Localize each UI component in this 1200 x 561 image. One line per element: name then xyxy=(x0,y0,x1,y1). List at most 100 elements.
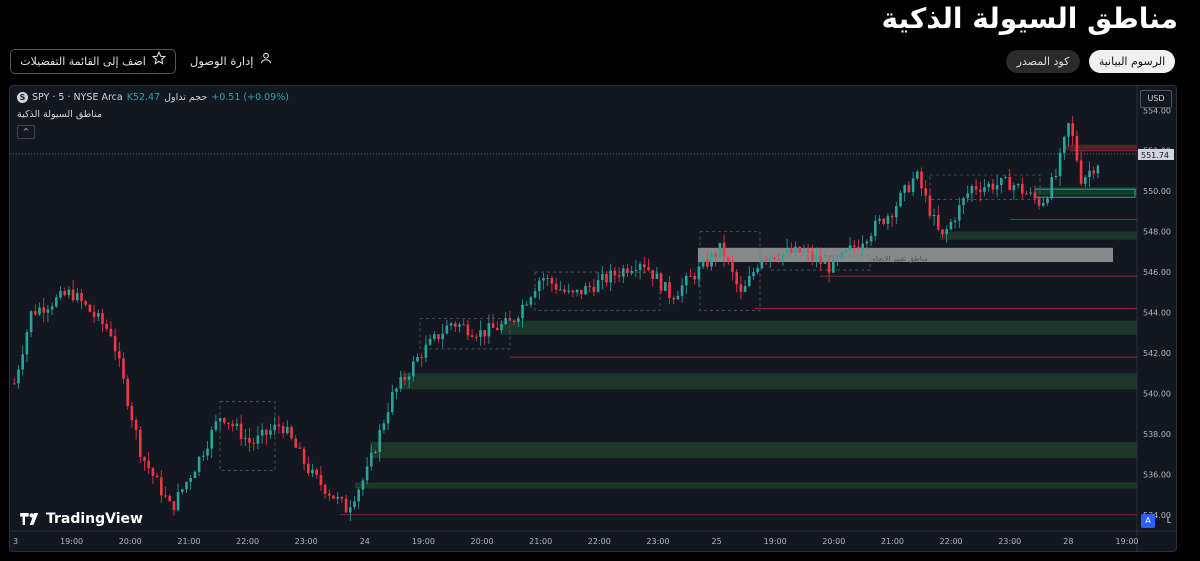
add-to-favorites-button[interactable]: اضف إلى القائمة التفضيلات xyxy=(10,49,176,74)
candle-body-154 xyxy=(659,273,663,291)
candle-body-122 xyxy=(525,304,528,306)
candle-body-183 xyxy=(781,253,785,260)
candle-body-166 xyxy=(710,253,713,267)
candle-body-214 xyxy=(911,178,915,192)
candle-body-177 xyxy=(756,268,759,273)
candle-body-171 xyxy=(731,261,734,273)
tab-source-code[interactable]: كود المصدر xyxy=(1006,50,1080,73)
candle-body-85 xyxy=(370,452,373,467)
candle-body-73 xyxy=(319,474,323,485)
candle-body-245 xyxy=(1042,202,1045,206)
candle-body-237 xyxy=(1008,176,1011,191)
candle-body-158 xyxy=(676,295,680,300)
candle-body-89 xyxy=(386,412,390,424)
candle-body-199 xyxy=(848,245,852,251)
candle-body-37 xyxy=(168,495,171,502)
candle-body-178 xyxy=(760,259,764,269)
candle-body-22 xyxy=(105,323,108,329)
tab-charts[interactable]: الرسوم البيانية xyxy=(1089,50,1175,73)
candle-body-163 xyxy=(697,266,701,280)
candle-body-243 xyxy=(1033,192,1037,199)
supply-zone xyxy=(1065,144,1137,150)
candle-body-137 xyxy=(588,285,591,288)
candle-body-121 xyxy=(521,304,524,319)
candle-body-88 xyxy=(382,423,386,430)
candle-body-99 xyxy=(428,338,432,345)
time-tick-12: 25 xyxy=(711,537,721,546)
candle-body-195 xyxy=(832,259,835,273)
candle-body-24 xyxy=(113,336,117,352)
candle-body-59 xyxy=(260,429,264,436)
candle-body-149 xyxy=(638,264,642,270)
candle-body-9 xyxy=(50,306,54,310)
candle-body-5 xyxy=(34,311,37,315)
time-tick-18: 28 xyxy=(1063,537,1073,546)
candle-body-3 xyxy=(25,332,29,355)
liquidity-zone-6 xyxy=(355,482,1137,489)
page-title: مناطق السيولة الذكية xyxy=(881,2,1178,35)
candle-body-190 xyxy=(811,251,814,260)
candle-body-186 xyxy=(794,246,797,253)
candle-body-36 xyxy=(164,495,167,497)
candle-body-48 xyxy=(214,421,218,430)
candle-body-93 xyxy=(403,377,407,380)
candle-body-97 xyxy=(420,357,423,359)
candle-body-242 xyxy=(1029,192,1032,194)
candle-body-203 xyxy=(865,241,869,244)
auto-scale-button[interactable]: A xyxy=(1141,514,1155,528)
structure-box-1 xyxy=(419,318,511,350)
candle-body-175 xyxy=(748,276,751,287)
candle-body-132 xyxy=(567,290,570,292)
candle-body-116 xyxy=(500,324,503,331)
candle-body-201 xyxy=(857,246,860,249)
candle-body-19 xyxy=(92,311,96,317)
access-management-button[interactable]: إدارة الوصول xyxy=(190,50,273,73)
candle-body-151 xyxy=(647,267,650,271)
candle-body-65 xyxy=(286,426,289,434)
log-scale-button[interactable]: L xyxy=(1166,516,1172,525)
candle-body-100 xyxy=(433,334,436,339)
candle-body-82 xyxy=(357,489,360,502)
candle-body-84 xyxy=(365,466,369,481)
candle-body-176 xyxy=(752,272,755,277)
candle-body-142 xyxy=(609,270,612,283)
candle-body-1 xyxy=(17,369,20,384)
symbol-badge: S xyxy=(17,92,28,103)
candle-body-206 xyxy=(878,218,881,221)
candle-body-222 xyxy=(945,229,948,235)
liquidity-zone-1 xyxy=(500,320,1137,329)
candle-body-180 xyxy=(769,257,772,261)
candle-body-172 xyxy=(735,272,738,285)
candle-body-41 xyxy=(185,481,188,490)
candle-body-144 xyxy=(617,275,621,277)
candle-body-81 xyxy=(353,501,356,508)
candle-body-239 xyxy=(1016,184,1020,186)
indicator-name[interactable]: مناطق السيولة الذكية xyxy=(17,109,103,120)
candle-body-150 xyxy=(643,264,646,268)
candle-body-104 xyxy=(449,323,453,326)
candle-body-229 xyxy=(974,186,978,190)
candle-body-146 xyxy=(626,268,629,274)
candle-body-230 xyxy=(979,189,982,192)
currency-label[interactable]: USD xyxy=(1140,90,1172,108)
symbol-label[interactable]: SPY · 5 · NYSE Arca xyxy=(32,92,123,103)
candle-body-113 xyxy=(487,323,491,337)
brand-label: TradingView xyxy=(46,511,143,527)
candle-body-125 xyxy=(538,280,541,292)
price-chart[interactable]: 554.00552.00550.00548.00546.00544.00542.… xyxy=(10,86,1176,551)
tradingview-logo[interactable]: TradingView xyxy=(20,511,143,527)
collapse-legend-button[interactable]: ^ xyxy=(17,125,35,139)
candle-body-182 xyxy=(777,259,780,261)
candle-body-136 xyxy=(584,285,587,295)
candle-body-26 xyxy=(122,358,125,379)
chart-panel[interactable]: 554.00552.00550.00548.00546.00544.00542.… xyxy=(9,85,1177,552)
time-tick-19: 19:00 xyxy=(1115,537,1138,546)
candle-body-227 xyxy=(966,193,969,199)
candle-body-240 xyxy=(1021,184,1024,194)
candle-body-56 xyxy=(248,437,251,443)
candle-body-8 xyxy=(46,309,50,313)
candle-body-6 xyxy=(38,307,41,315)
time-tick-8: 20:00 xyxy=(471,537,494,546)
candle-body-96 xyxy=(416,357,419,362)
liquidity-zone-0 xyxy=(940,231,1137,240)
